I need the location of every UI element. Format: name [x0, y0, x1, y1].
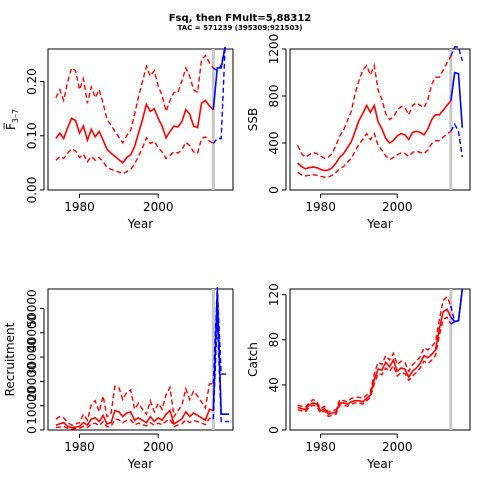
- forecast-lower-line: [212, 46, 226, 144]
- y-axis-label: Catch: [246, 342, 260, 377]
- estimate-upper-line: [55, 54, 214, 145]
- y-axis: 0 40 80 120 Catch: [246, 283, 287, 434]
- y-axis-label: SSB: [246, 108, 260, 131]
- estimate-median-line: [297, 308, 452, 416]
- series-group: [55, 286, 230, 430]
- y-tick-label: 40000: [25, 314, 39, 352]
- y-tick-label: 20000: [25, 362, 39, 400]
- estimate-lower-line: [297, 316, 452, 418]
- y-axis: 0 400 800 1200 SSB: [246, 34, 287, 194]
- x-axis: 1980 2000 Year: [64, 433, 174, 471]
- series-group: [55, 46, 226, 175]
- x-tick-label: 2000: [382, 200, 413, 214]
- x-axis-label: Year: [127, 217, 153, 231]
- x-axis-label: Year: [366, 217, 392, 231]
- plot-frame: [289, 48, 471, 191]
- y-tick-label: 0.20: [25, 68, 39, 95]
- y-tick-label: 0.10: [25, 122, 39, 149]
- panel-fbar: 1980 2000 Year 0.00 0.10 0.20 F̅3–7: [3, 46, 234, 231]
- estimate-upper-line: [297, 55, 452, 160]
- figure-subtitle: TAC = 571239 (395309;921503): [178, 24, 303, 32]
- forecast-lower-line: [450, 122, 463, 158]
- x-tick-label: 1980: [64, 200, 95, 214]
- x-tick-label: 1980: [305, 200, 336, 214]
- x-axis: 1980 2000 Year: [64, 193, 174, 231]
- x-tick-label: 2000: [382, 440, 413, 454]
- y-tick-label: 50000: [25, 289, 39, 327]
- y-tick-label: 80: [267, 332, 281, 347]
- y-axis-label: F̅3–7: [3, 109, 20, 130]
- forecast-median-line: [212, 291, 230, 415]
- x-axis-label: Year: [127, 457, 153, 471]
- forecast-median-line: [450, 71, 464, 128]
- forecast-median-line: [450, 288, 464, 323]
- estimate-median-line: [55, 408, 214, 429]
- x-tick-label: 2000: [143, 440, 174, 454]
- series-group: [297, 288, 464, 418]
- figure-title: Fsq, then FMult=5,88312: [169, 13, 312, 24]
- estimate-lower-line: [297, 130, 452, 178]
- panel-ssb: 1980 2000 Year 0 400 800 1200 SSB: [246, 34, 471, 231]
- estimate-lower-line: [55, 417, 214, 430]
- x-tick-label: 1980: [305, 440, 336, 454]
- estimate-median-line: [297, 100, 452, 172]
- y-tick-label: 30000: [25, 338, 39, 376]
- estimate-upper-line: [55, 383, 214, 426]
- y-axis: 0.00 0.10 0.20 F̅3–7: [3, 68, 45, 204]
- series-group: [297, 46, 464, 178]
- panel-catch: 1980 2000 Year 0 40 80 120 Catch: [246, 283, 471, 471]
- y-tick-label: 400: [267, 132, 281, 155]
- estimate-median-line: [55, 99, 214, 165]
- forecast-upper-line: [450, 46, 463, 61]
- y-axis-label: Recruitment: [3, 322, 17, 396]
- plot-frame: [289, 288, 471, 431]
- y-tick-label: 0.00: [25, 177, 39, 204]
- y-tick-label: 10000: [25, 387, 39, 425]
- y-tick-label: 0: [267, 186, 281, 194]
- y-tick-label: 800: [267, 85, 281, 108]
- x-tick-label: 1980: [64, 440, 95, 454]
- forecast-median-line: [212, 46, 226, 110]
- y-tick-label: 0: [267, 426, 281, 434]
- x-axis-label: Year: [366, 457, 392, 471]
- estimate-upper-line: [297, 295, 452, 413]
- y-axis-label-subscript: 3–7: [11, 109, 20, 123]
- plot-frame: [47, 48, 234, 191]
- x-axis: 1980 2000 Year: [305, 193, 413, 231]
- y-tick-label: 0: [25, 426, 39, 434]
- plot-frame: [47, 288, 234, 431]
- y-tick-label: 40: [267, 377, 281, 392]
- x-tick-label: 2000: [143, 200, 174, 214]
- y-tick-label: 120: [267, 283, 281, 306]
- x-axis: 1980 2000 Year: [305, 433, 413, 471]
- y-tick-label: 1200: [267, 34, 281, 65]
- panels: 1980 2000 Year 0.00 0.10 0.20 F̅3–7 1980 2000 Yea…: [3, 34, 471, 471]
- estimate-lower-line: [55, 136, 214, 175]
